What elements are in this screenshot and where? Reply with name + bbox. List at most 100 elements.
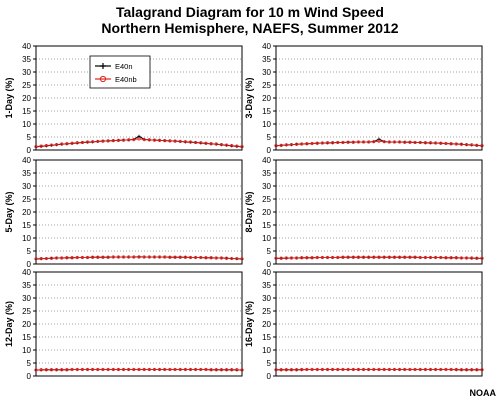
panel-2: 0 5 10 15 20 25 30 35 40 3-Day (%)	[244, 42, 484, 155]
panel-3: 0 5 10 15 20 25 30 35 40 5-Day (%)	[4, 156, 244, 269]
chart-title-line-2: Northern Hemisphere, NAEFS, Summer 2012	[101, 20, 399, 36]
point-E40nb	[194, 255, 198, 260]
point-E40nb	[320, 255, 324, 260]
point-E40nb	[168, 139, 172, 143]
point-E40nb	[163, 139, 167, 143]
point-E40nb	[325, 367, 330, 372]
y-axis-label: 12-Day (%)	[4, 301, 14, 347]
panel-4: 0 5 10 15 20 25 30 35 40 8-Day (%)	[244, 156, 484, 269]
point-E40nb	[183, 140, 187, 144]
point-E40nb	[158, 367, 162, 372]
point-E40nb	[209, 142, 213, 146]
point-E40nb	[199, 255, 203, 260]
point-E40nb	[199, 141, 203, 145]
point-E40nb	[158, 138, 162, 142]
point-E40nb	[475, 368, 479, 372]
point-E40nb	[413, 140, 417, 145]
point-E40nb	[300, 256, 304, 260]
y-tick-label: 15	[22, 221, 31, 230]
y-tick-label: 40	[262, 268, 271, 277]
point-E40nb	[224, 368, 229, 372]
legend: E40n E40nb	[89, 55, 151, 89]
point-E40nb	[346, 367, 350, 372]
point-E40nb	[168, 367, 172, 372]
point-E40nb	[127, 255, 131, 259]
point-E40nb	[91, 140, 95, 144]
point-E40nb	[127, 138, 131, 142]
point-E40nb	[444, 256, 448, 260]
point-E40nb	[392, 255, 397, 259]
point-E40nb	[289, 256, 294, 260]
point-E40nb	[408, 255, 412, 259]
point-E40nb	[127, 367, 131, 372]
y-tick-label: 5	[267, 133, 272, 142]
y-tick-label: 35	[22, 55, 31, 64]
point-E40nb	[49, 143, 54, 147]
point-E40nb	[423, 367, 427, 372]
y-tick-label: 15	[262, 107, 271, 116]
point-E40nb	[367, 255, 371, 259]
point-E40nb	[480, 143, 484, 148]
point-E40nb	[423, 141, 427, 145]
y-axis-label: 5-Day (%)	[4, 191, 14, 232]
point-E40nb	[284, 143, 288, 147]
point-E40nb	[310, 256, 314, 260]
y-tick-label: 40	[22, 156, 31, 165]
point-E40nb	[178, 255, 182, 259]
point-E40nb	[54, 142, 59, 147]
point-E40nb	[295, 368, 299, 372]
point-E40nb	[111, 255, 115, 259]
y-tick-label: 20	[262, 320, 271, 329]
point-E40nb	[284, 256, 288, 260]
point-E40nb	[377, 367, 381, 372]
point-E40nb	[464, 142, 469, 147]
point-E40nb	[449, 142, 453, 146]
panel-1: 0 5 10 15 20 25 30 35 40 1-Day (%) E40n E40nb	[4, 42, 244, 155]
panel-6: 0 5 10 15 20 25 30 35 40 16-Day (%)	[244, 268, 484, 381]
point-E40nb	[444, 141, 448, 146]
point-E40nb	[449, 256, 453, 260]
point-E40nb	[60, 256, 64, 260]
point-E40nb	[85, 255, 90, 260]
y-tick-label: 10	[262, 346, 271, 355]
point-E40nb	[325, 255, 330, 260]
y-tick-label: 25	[22, 307, 31, 316]
y-tick-label: 0	[267, 372, 272, 381]
point-E40nb	[194, 367, 198, 372]
point-E40nb	[423, 255, 427, 260]
y-tick-label: 10	[22, 120, 31, 129]
point-E40nb	[214, 368, 218, 372]
point-E40nb	[372, 367, 376, 372]
y-tick-label: 5	[267, 359, 272, 368]
y-tick-label: 10	[262, 234, 271, 243]
point-E40nb	[398, 140, 402, 144]
point-E40nb	[235, 368, 239, 372]
point-E40nb	[34, 145, 38, 149]
point-E40nb	[413, 367, 417, 372]
y-tick-label: 40	[262, 156, 271, 165]
point-E40nb	[39, 368, 43, 372]
point-E40nb	[34, 257, 38, 261]
point-E40nb	[439, 255, 443, 260]
point-E40nb	[230, 143, 234, 148]
point-E40nb	[147, 138, 151, 142]
point-E40nb	[325, 141, 330, 145]
point-E40nb	[106, 255, 110, 259]
y-tick-label: 30	[262, 182, 271, 191]
point-E40nb	[152, 255, 157, 259]
point-E40nb	[60, 368, 64, 372]
point-E40nb	[188, 367, 193, 372]
panel-5: 0 5 10 15 20 25 30 35 40 12-Day (%)	[4, 268, 244, 381]
point-E40nb	[194, 140, 198, 145]
y-tick-label: 20	[22, 320, 31, 329]
point-E40nb	[459, 256, 464, 260]
point-E40nb	[204, 367, 208, 372]
series-line-E40nb	[35, 369, 243, 371]
y-tick-label: 5	[27, 247, 32, 256]
y-tick-label: 25	[22, 195, 31, 204]
point-E40nb	[470, 368, 474, 372]
point-E40nb	[341, 367, 345, 372]
point-E40nb	[377, 255, 381, 259]
point-E40nb	[111, 139, 115, 143]
point-E40nb	[142, 255, 146, 259]
